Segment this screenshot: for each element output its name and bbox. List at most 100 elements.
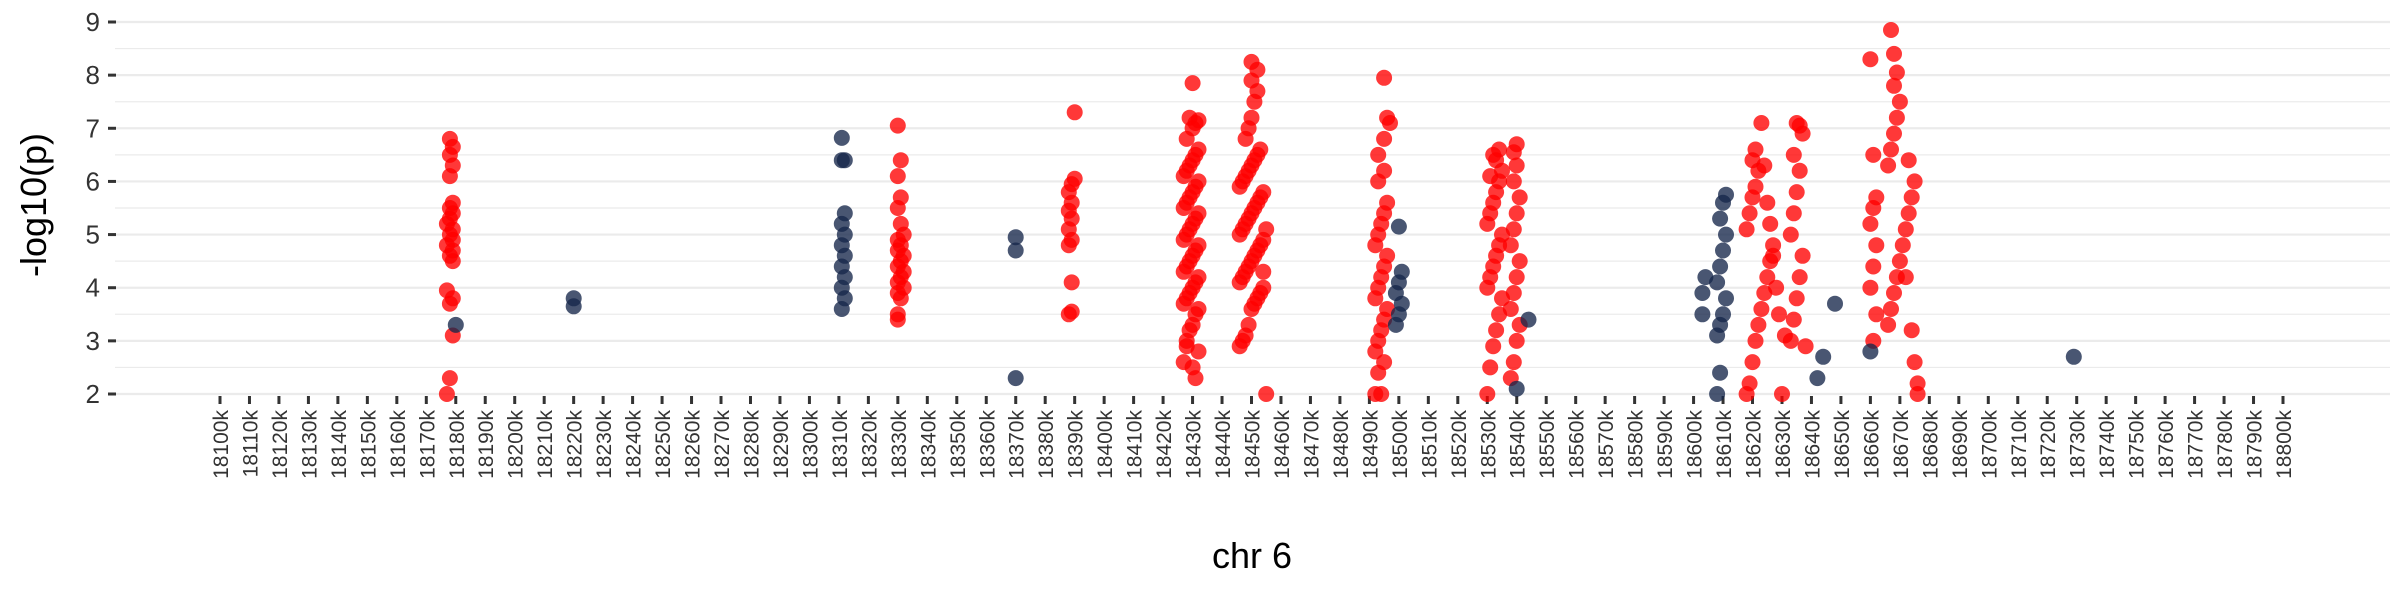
x-tick-label: 18210k [534,410,557,479]
x-tick-label: 18560k [1566,410,1589,479]
x-tick-label: 18240k [623,410,646,479]
x-tick-label: 18510k [1418,410,1441,479]
x-tick-label: 18590k [1654,410,1677,479]
data-point [1379,194,1396,211]
x-tick-label: 18540k [1507,410,1530,479]
data-point [1694,285,1711,301]
x-tick-label: 18250k [652,410,675,479]
x-tick-label: 18290k [770,410,793,479]
data-point [1007,242,1024,259]
x-tick-label: 18750k [2126,410,2149,479]
data-point [1888,64,1905,81]
x-tick-label: 18630k [1772,410,1795,479]
x-tick-label: 18740k [2096,410,2119,479]
data-point [1883,301,1899,317]
x-tick-label: 18800k [2273,410,2296,479]
x-tick-label: 18100k [210,410,233,479]
x-tick-label: 18260k [682,410,705,479]
data-point [1505,173,1522,190]
data-point [1255,184,1272,201]
x-tick-label: 18300k [799,410,822,479]
data-point [447,316,464,333]
x-tick-label: 18380k [1035,410,1058,479]
data-point [1891,253,1908,270]
x-tick-label: 18120k [269,410,292,479]
x-tick-label: 18360k [976,410,999,479]
data-point [1750,316,1767,333]
data-point [1508,269,1525,286]
data-point [1505,221,1522,238]
data-point [1063,274,1080,291]
data-point [1753,301,1770,317]
data-point [1370,146,1387,163]
y-tick-label: 7 [86,113,100,143]
data-point [1865,258,1882,275]
data-point [1886,125,1902,142]
data-point [1868,189,1885,206]
x-tick-label: 18340k [917,410,940,479]
data-point [833,129,850,146]
data-point [1520,311,1537,328]
data-point [1712,258,1729,275]
data-point [1794,247,1811,264]
x-tick-label: 18790k [2244,410,2267,479]
data-point [1709,386,1726,402]
data-point [1765,247,1782,264]
data-point [441,130,458,147]
data-point [1178,338,1195,355]
data-point [1762,215,1779,232]
data-point [1511,189,1528,206]
data-point [889,306,906,323]
data-point [1508,157,1525,174]
x-tick-label: 18720k [2037,410,2060,479]
data-point [1390,218,1407,235]
y-tick-label: 9 [86,7,100,37]
x-tick-label: 18130k [298,410,321,479]
data-point [1827,295,1843,312]
data-point [1747,141,1764,158]
data-point [1753,115,1770,131]
x-tick-label: 18400k [1094,410,1117,479]
data-point [1240,316,1257,333]
data-point [1508,136,1525,153]
data-point [1791,162,1808,179]
x-tick-label: 18180k [446,410,469,479]
data-point [889,117,906,134]
data-point [1258,386,1275,402]
data-point [1906,354,1923,371]
data-point [1797,338,1814,355]
data-point [1868,237,1885,254]
data-point [1190,173,1207,190]
data-points [438,22,2082,402]
x-tick-label: 18370k [1006,410,1029,479]
data-point [1482,359,1499,376]
data-point [1774,386,1790,402]
data-point [1502,301,1519,317]
x-tick-label: 18610k [1713,410,1736,479]
data-point [1891,93,1908,110]
y-tick-label: 5 [86,220,100,250]
x-tick-label: 18420k [1153,410,1176,479]
x-tick-label: 18160k [387,410,410,479]
data-point [2065,348,2082,365]
x-tick-label: 18760k [2155,410,2178,479]
data-point [1868,306,1885,323]
x-tick-label: 18520k [1448,410,1471,479]
data-point [1190,269,1207,286]
x-tick-label: 18600k [1684,410,1707,479]
data-point [1718,226,1734,243]
x-tick-label: 18550k [1536,410,1559,479]
data-point [1744,354,1761,371]
data-point [1747,178,1764,195]
data-point [1505,285,1522,301]
data-point [1883,141,1899,158]
data-point [1502,237,1519,254]
data-point [889,168,906,185]
data-point [1741,375,1758,392]
x-tick-label: 18580k [1625,410,1648,479]
x-tick-label: 18270k [711,410,734,479]
data-point [1759,194,1776,211]
data-point [1903,189,1920,206]
data-point [1190,237,1207,254]
